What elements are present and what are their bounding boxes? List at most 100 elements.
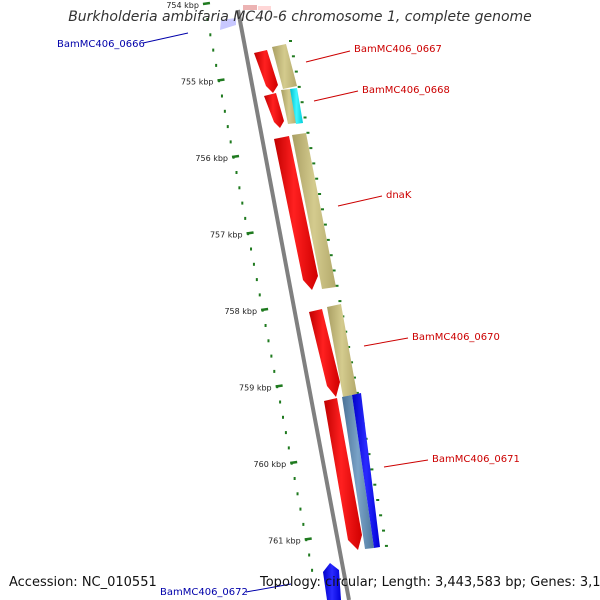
cog-feature-top-partial[interactable] bbox=[258, 6, 271, 10]
cog-feature-bammc406-0671-a[interactable] bbox=[342, 395, 374, 549]
ruler-tick bbox=[304, 537, 312, 541]
gene-feature-bammc406-0668[interactable] bbox=[264, 93, 284, 128]
cog-feature-dnak[interactable] bbox=[292, 133, 336, 289]
backbone-line bbox=[236, 9, 351, 600]
gene-feature-top-partial[interactable] bbox=[243, 5, 257, 10]
cog-feature-bammc406-0671-b[interactable] bbox=[352, 393, 380, 548]
ruler-dot bbox=[235, 171, 238, 174]
cog-feature-bammc406-0668-b[interactable] bbox=[290, 88, 303, 124]
ruler-dot bbox=[270, 354, 273, 358]
ruler-dot-right bbox=[367, 453, 371, 456]
ruler-dot bbox=[267, 339, 270, 343]
gene-label-bammc406-0672[interactable]: BamMC406_0672 bbox=[160, 587, 248, 598]
ruler-dot-right bbox=[352, 376, 356, 379]
ruler-dot-right bbox=[294, 70, 298, 73]
ruler-dot bbox=[284, 431, 287, 435]
ruler-tick-label: 758 kbp bbox=[224, 307, 257, 316]
gene-label-bammc406-0671[interactable]: BamMC406_0671 bbox=[432, 454, 520, 465]
leader-bammc406-0672 bbox=[245, 583, 292, 593]
ruler-dot bbox=[302, 522, 305, 526]
gene-feature-bammc406-0672[interactable] bbox=[323, 563, 341, 600]
ruler-dot bbox=[287, 446, 290, 450]
ruler-dot bbox=[226, 125, 229, 129]
topology-value: Topology: circular; Length: 3,443,583 bp… bbox=[260, 575, 600, 590]
ruler-dot-right bbox=[379, 514, 383, 517]
leader-dnak bbox=[337, 195, 383, 207]
ruler-dot-right bbox=[303, 116, 307, 119]
ruler-dot bbox=[296, 492, 299, 496]
gene-label-bammc406-0668[interactable]: BamMC406_0668 bbox=[362, 85, 450, 96]
gene-feature-bammc406-0666[interactable] bbox=[220, 18, 236, 30]
gene-label-bammc406-0670[interactable]: BamMC406_0670 bbox=[412, 332, 500, 343]
gene-label-leaders bbox=[142, 32, 429, 593]
ruler-dot bbox=[220, 94, 223, 98]
gene-labels: BamMC406_0666 BamMC406_0667 BamMC406_066… bbox=[57, 39, 520, 598]
ruler-tick bbox=[217, 78, 225, 82]
ruler-dot bbox=[212, 48, 215, 52]
ruler-tick-label: 756 kbp bbox=[195, 154, 228, 163]
ruler-dot bbox=[229, 140, 232, 144]
ruler-tick-label: 754 kbp bbox=[166, 1, 199, 10]
ruler-tick-label: 759 kbp bbox=[239, 384, 272, 393]
ruler-tick bbox=[289, 460, 298, 465]
ruler-dot-right bbox=[370, 468, 374, 471]
ruler-tick bbox=[231, 154, 240, 159]
ruler-dot-right bbox=[335, 284, 339, 287]
ruler-dot bbox=[299, 507, 302, 511]
cog-feature-bammc406-0668-a[interactable] bbox=[281, 89, 297, 124]
ruler-dot bbox=[215, 63, 218, 67]
ruler-dot bbox=[282, 415, 285, 419]
topology-text: Topology: circular; Length: 3,443,583 bp… bbox=[260, 575, 600, 590]
ruler-tick bbox=[202, 1, 211, 6]
leader-bammc406-0666 bbox=[142, 32, 189, 44]
leader-bammc406-0668 bbox=[313, 90, 359, 102]
gene-features bbox=[220, 5, 380, 600]
ruler-dot-right bbox=[329, 254, 333, 257]
ruler-tick-label: 757 kbp bbox=[210, 231, 243, 240]
page-title: Burkholderia ambifaria MC40-6 chromosome… bbox=[68, 9, 532, 25]
ruler-dot-right bbox=[376, 499, 380, 501]
ruler-dot bbox=[279, 400, 282, 404]
ruler-dot-right bbox=[289, 40, 292, 42]
cog-feature-bammc406-0667[interactable] bbox=[272, 44, 297, 89]
ruler-dot-right bbox=[382, 529, 386, 532]
ruler-dot-right bbox=[300, 101, 304, 104]
ruler-dot bbox=[244, 216, 247, 220]
ruler-dot-right bbox=[318, 193, 322, 195]
ruler-dot-right bbox=[373, 483, 377, 486]
ruler-dot bbox=[241, 201, 244, 205]
ruler-dot-right bbox=[384, 544, 388, 547]
ruler-tick-label: 760 kbp bbox=[254, 460, 287, 469]
ruler-dot-right bbox=[297, 85, 301, 88]
ruler-dot bbox=[293, 477, 296, 480]
ruler-dot-right bbox=[312, 162, 316, 165]
ruler-dot bbox=[206, 18, 209, 21]
ruler-dot-right bbox=[309, 147, 313, 150]
gene-feature-bammc406-0667[interactable] bbox=[254, 50, 278, 93]
ruler-dot-right bbox=[291, 55, 295, 58]
ruler-dot bbox=[250, 247, 253, 251]
ruler-dot-right bbox=[326, 238, 330, 241]
gene-feature-bammc406-0671[interactable] bbox=[324, 398, 362, 550]
ruler-dot-right bbox=[332, 269, 336, 272]
ruler-dot-right bbox=[323, 223, 327, 226]
ruler-dot-right bbox=[350, 361, 354, 364]
gene-label-dnak[interactable]: dnaK bbox=[386, 190, 412, 201]
ruler-dot-right bbox=[320, 208, 324, 211]
ruler-dot bbox=[308, 553, 311, 557]
gene-label-bammc406-0667[interactable]: BamMC406_0667 bbox=[354, 44, 442, 55]
gene-label-bammc406-0666[interactable]: BamMC406_0666 bbox=[57, 39, 145, 50]
ruler-dot bbox=[311, 568, 314, 572]
cog-feature-bammc406-0670[interactable] bbox=[327, 304, 357, 397]
gene-feature-bammc406-0670[interactable] bbox=[309, 309, 340, 397]
ruler-tick-label: 761 kbp bbox=[268, 537, 301, 546]
leader-bammc406-0667 bbox=[305, 50, 351, 63]
ruler-dot-right bbox=[355, 391, 359, 394]
gene-feature-dnak[interactable] bbox=[274, 136, 318, 290]
ruler-dot bbox=[238, 186, 241, 190]
ruler-dot bbox=[209, 33, 212, 37]
ruler-dot bbox=[264, 324, 267, 327]
ruler-dot-right bbox=[338, 300, 342, 303]
ruler: 754 kbp 755 kbp 756 kbp 757 kbp 758 kbp 759 k… bbox=[166, 1, 312, 546]
